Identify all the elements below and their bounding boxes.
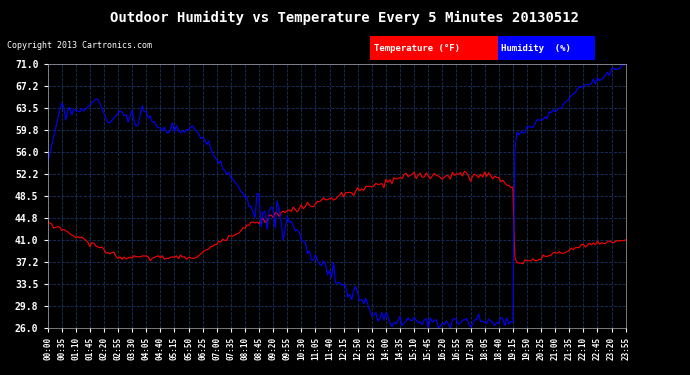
Text: Outdoor Humidity vs Temperature Every 5 Minutes 20130512: Outdoor Humidity vs Temperature Every 5 … — [110, 11, 580, 26]
Text: Humidity  (%): Humidity (%) — [502, 44, 571, 52]
Text: Copyright 2013 Cartronics.com: Copyright 2013 Cartronics.com — [7, 41, 152, 50]
Text: Temperature (°F): Temperature (°F) — [374, 44, 460, 52]
